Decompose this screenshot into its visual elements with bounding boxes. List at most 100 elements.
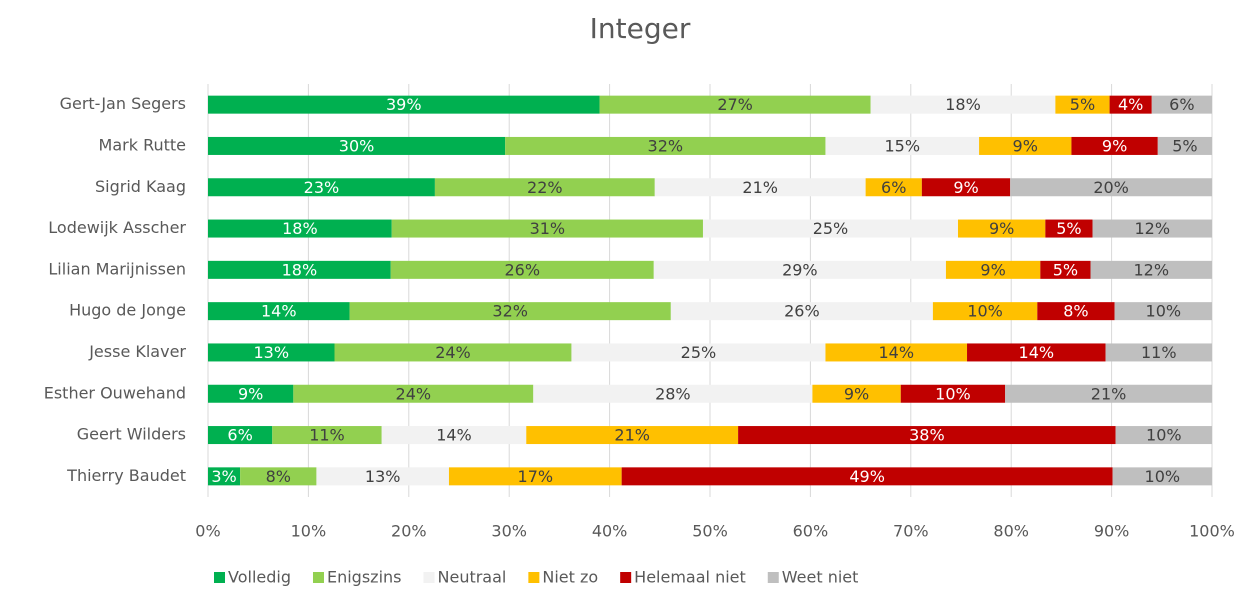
legend-swatch [423, 572, 435, 583]
bar-segment [1005, 384, 1212, 403]
bar-segment [1112, 467, 1212, 486]
data-label: 10% [1146, 302, 1182, 321]
data-label: 3% [211, 467, 236, 486]
data-label: 8% [266, 467, 291, 486]
data-label: 5% [1172, 136, 1197, 155]
data-label: 21% [614, 426, 650, 445]
bar-segment [381, 426, 527, 445]
bar-segment [434, 178, 655, 197]
bar-segment [1105, 343, 1212, 362]
bar-segment [208, 219, 392, 238]
y-tick-label: Lilian Marijnissen [48, 259, 186, 278]
y-tick-label: Lodewijk Asscher [48, 218, 186, 237]
x-tick-label: 60% [793, 522, 829, 541]
data-label: 8% [1063, 302, 1088, 321]
bar-segment [812, 384, 901, 403]
data-label: 20% [1093, 178, 1129, 197]
data-label: 21% [1091, 384, 1127, 403]
bar-segment [505, 136, 826, 155]
data-label: 5% [1070, 95, 1095, 114]
bar-segment [240, 467, 317, 486]
data-label: 18% [282, 219, 318, 238]
bar-segment [825, 343, 968, 362]
bar-segment [208, 384, 294, 403]
data-label: 9% [989, 219, 1014, 238]
y-tick-label: Esther Ouwehand [44, 383, 186, 402]
bar-segment [621, 467, 1113, 486]
bar-segment [1071, 136, 1158, 155]
data-label: 39% [386, 95, 422, 114]
bar-segment [293, 384, 534, 403]
y-tick-label: Sigrid Kaag [95, 177, 186, 196]
x-tick-label: 40% [592, 522, 628, 541]
legend-label: Helemaal niet [634, 568, 746, 587]
bar-segment [208, 302, 350, 321]
data-label: 11% [1141, 343, 1177, 362]
bar-segment [1115, 426, 1212, 445]
data-label: 17% [518, 467, 554, 486]
data-label: 24% [396, 384, 432, 403]
data-label: 9% [953, 178, 978, 197]
data-label: 18% [282, 260, 318, 279]
x-tick-label: 80% [993, 522, 1029, 541]
y-tick-label: Thierry Baudet [66, 466, 186, 485]
data-label: 13% [253, 343, 289, 362]
bar-segment [1109, 95, 1152, 114]
legend-swatch [312, 572, 324, 583]
bar-segment [208, 426, 273, 445]
bar-segment [533, 384, 813, 403]
legend-label: Niet zo [542, 568, 598, 587]
bar-segment [702, 219, 958, 238]
y-tick-label: Hugo de Jonge [69, 301, 186, 320]
bar-segment [208, 95, 600, 114]
data-label: 26% [504, 260, 540, 279]
bar-segment [349, 302, 671, 321]
bar-segment [932, 302, 1038, 321]
legend-label: Enigszins [327, 568, 402, 587]
bar-segment [448, 467, 622, 486]
bar-segment [208, 136, 506, 155]
data-label: 18% [945, 95, 981, 114]
chart-title: Integer [590, 12, 691, 45]
data-label: 5% [1056, 219, 1081, 238]
data-label: 25% [813, 219, 849, 238]
data-label: 28% [655, 384, 691, 403]
x-tick-label: 20% [391, 522, 427, 541]
y-tick-label: Geert Wilders [77, 425, 186, 444]
legend-swatch [767, 572, 779, 583]
data-label: 25% [681, 343, 717, 362]
bar-segment [1040, 260, 1091, 279]
data-label: 9% [238, 384, 263, 403]
bar-segment [825, 136, 980, 155]
data-label: 49% [849, 467, 885, 486]
bar-segment [653, 260, 946, 279]
bar-segment [208, 178, 435, 197]
bar-segment [670, 302, 933, 321]
data-label: 21% [742, 178, 778, 197]
bar-segment [208, 343, 335, 362]
data-label: 12% [1134, 219, 1170, 238]
data-label: 14% [878, 343, 914, 362]
legend-label: Neutraal [438, 568, 507, 587]
data-label: 4% [1118, 95, 1143, 114]
x-tick-label: 0% [195, 522, 220, 541]
bar-segment [208, 260, 391, 279]
legend-swatch [214, 572, 225, 583]
data-label: 10% [1146, 426, 1182, 445]
bar-segment [957, 219, 1046, 238]
x-tick-label: 70% [893, 522, 929, 541]
data-label: 5% [1053, 260, 1078, 279]
x-tick-label: 100% [1189, 522, 1235, 541]
bar-segment [391, 219, 703, 238]
bar-segment [1157, 136, 1212, 155]
legend-swatch [620, 572, 632, 583]
data-label: 32% [648, 136, 684, 155]
y-tick-label: Mark Rutte [99, 135, 186, 154]
data-label: 6% [1169, 95, 1194, 114]
data-label: 24% [435, 343, 471, 362]
data-label: 27% [717, 95, 753, 114]
data-label: 6% [227, 426, 252, 445]
bar-segment [967, 343, 1106, 362]
data-label: 15% [884, 136, 920, 155]
